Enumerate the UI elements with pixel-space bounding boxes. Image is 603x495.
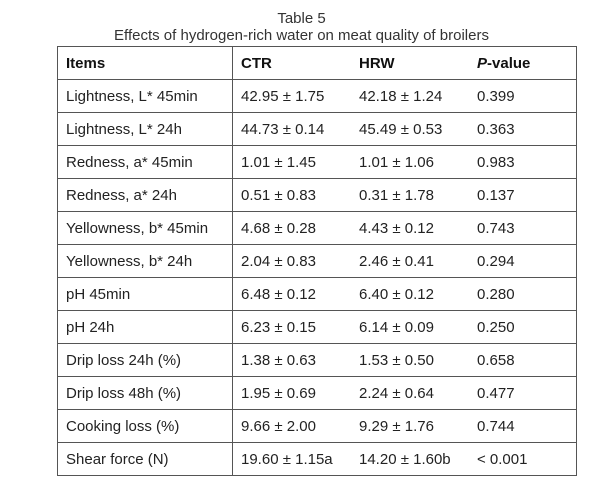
- row-ctr-value: 1.38 ± 0.63: [232, 343, 351, 377]
- row-item: Redness, a* 45min: [57, 145, 233, 179]
- row-p-value: 0.280: [469, 277, 577, 311]
- row-p-value: < 0.001: [469, 442, 577, 476]
- row-p-value: 0.743: [469, 211, 577, 245]
- header-p-rest: -value: [487, 54, 531, 72]
- table-row: Yellowness, b* 45min 4.68 ± 0.28 4.43 ± 0.…: [57, 211, 577, 245]
- header-p-value: P-value: [469, 46, 577, 80]
- table-header-row: Items CTR HRW P-value: [57, 46, 577, 80]
- row-ctr-value: 44.73 ± 0.14: [232, 112, 351, 146]
- meat-quality-table: Items CTR HRW P-value Lightness, L* 45mi…: [57, 46, 577, 476]
- row-item: pH 24h: [57, 310, 233, 344]
- row-hrw-value: 6.40 ± 0.12: [351, 277, 469, 311]
- table-row: Redness, a* 24h 0.51 ± 0.83 0.31 ± 1.78 0.1…: [57, 178, 577, 212]
- row-p-value: 0.137: [469, 178, 577, 212]
- row-ctr-value: 6.23 ± 0.15: [232, 310, 351, 344]
- table-row: pH 24h 6.23 ± 0.15 6.14 ± 0.09 0.250: [57, 310, 577, 344]
- row-p-value: 0.399: [469, 79, 577, 113]
- row-hrw-value: 1.53 ± 0.50: [351, 343, 469, 377]
- table-row: pH 45min 6.48 ± 0.12 6.40 ± 0.12 0.280: [57, 277, 577, 311]
- row-ctr-value: 9.66 ± 2.00: [232, 409, 351, 443]
- row-p-value: 0.363: [469, 112, 577, 146]
- row-p-value: 0.250: [469, 310, 577, 344]
- row-hrw-value: 6.14 ± 0.09: [351, 310, 469, 344]
- row-item: Drip loss 48h (%): [57, 376, 233, 410]
- header-items: Items: [57, 46, 233, 80]
- row-item: pH 45min: [57, 277, 233, 311]
- row-item: Yellowness, b* 24h: [57, 244, 233, 278]
- row-ctr-value: 2.04 ± 0.83: [232, 244, 351, 278]
- header-p-italic: P: [477, 54, 488, 72]
- row-ctr-value: 4.68 ± 0.28: [232, 211, 351, 245]
- row-ctr-value: 42.95 ± 1.75: [232, 79, 351, 113]
- table-row: Drip loss 24h (%) 1.38 ± 0.63 1.53 ± 0.50 0…: [57, 343, 577, 377]
- header-ctr: CTR: [232, 46, 351, 80]
- row-ctr-value: 19.60 ± 1.15a: [232, 442, 351, 476]
- table-row: Yellowness, b* 24h 2.04 ± 0.83 2.46 ± 0.41…: [57, 244, 577, 278]
- table-row: Redness, a* 45min 1.01 ± 1.45 1.01 ± 1.06 0…: [57, 145, 577, 179]
- table-title: Effects of hydrogen-rich water on meat q…: [114, 27, 489, 44]
- row-hrw-value: 42.18 ± 1.24: [351, 79, 469, 113]
- table-row: Cooking loss (%) 9.66 ± 2.00 9.29 ± 1.76 0.…: [57, 409, 577, 443]
- row-hrw-value: 45.49 ± 0.53: [351, 112, 469, 146]
- row-p-value: 0.294: [469, 244, 577, 278]
- row-ctr-value: 1.95 ± 0.69: [232, 376, 351, 410]
- table-row: Lightness, L* 45min 42.95 ± 1.75 42.18 ± 1…: [57, 79, 577, 113]
- table-row: Lightness, L* 24h 44.73 ± 0.14 45.49 ± 0.5…: [57, 112, 577, 146]
- row-item: Lightness, L* 45min: [57, 79, 233, 113]
- row-hrw-value: 1.01 ± 1.06: [351, 145, 469, 179]
- table-row: Drip loss 48h (%) 1.95 ± 0.69 2.24 ± 0.64 0…: [57, 376, 577, 410]
- row-hrw-value: 2.24 ± 0.64: [351, 376, 469, 410]
- row-hrw-value: 2.46 ± 0.41: [351, 244, 469, 278]
- row-item: Yellowness, b* 45min: [57, 211, 233, 245]
- row-hrw-value: 14.20 ± 1.60b: [351, 442, 469, 476]
- row-p-value: 0.477: [469, 376, 577, 410]
- table-row: Shear force (N) 19.60 ± 1.15a 14.20 ± 1.60…: [57, 442, 577, 476]
- row-p-value: 0.744: [469, 409, 577, 443]
- row-item: Drip loss 24h (%): [57, 343, 233, 377]
- header-hrw: HRW: [351, 46, 469, 80]
- row-hrw-value: 0.31 ± 1.78: [351, 178, 469, 212]
- row-item: Redness, a* 24h: [57, 178, 233, 212]
- row-item: Shear force (N): [57, 442, 233, 476]
- row-item: Cooking loss (%): [57, 409, 233, 443]
- row-item: Lightness, L* 24h: [57, 112, 233, 146]
- row-hrw-value: 4.43 ± 0.12: [351, 211, 469, 245]
- row-ctr-value: 0.51 ± 0.83: [232, 178, 351, 212]
- row-ctr-value: 1.01 ± 1.45: [232, 145, 351, 179]
- row-hrw-value: 9.29 ± 1.76: [351, 409, 469, 443]
- row-ctr-value: 6.48 ± 0.12: [232, 277, 351, 311]
- table-number: Table 5: [277, 10, 326, 27]
- row-p-value: 0.658: [469, 343, 577, 377]
- row-p-value: 0.983: [469, 145, 577, 179]
